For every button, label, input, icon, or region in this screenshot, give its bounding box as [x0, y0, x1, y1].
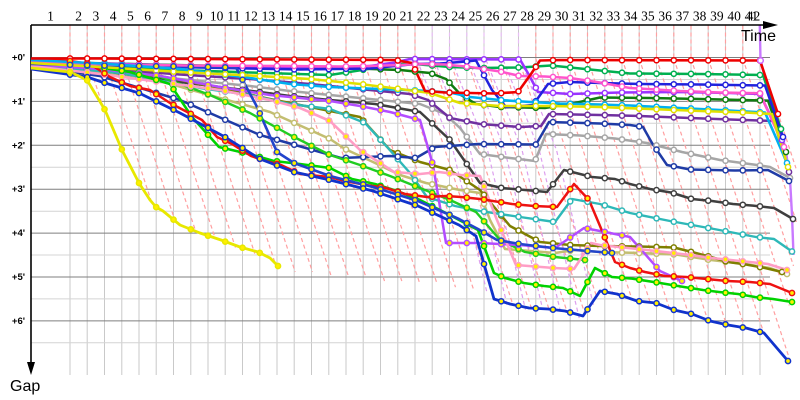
svg-text:+0': +0': [12, 53, 25, 64]
svg-text:26: 26: [486, 9, 500, 24]
svg-text:15: 15: [296, 9, 310, 24]
svg-text:Gap: Gap: [10, 378, 40, 395]
svg-text:11: 11: [227, 9, 240, 24]
svg-text:33: 33: [607, 9, 621, 24]
svg-text:5: 5: [127, 9, 134, 24]
svg-text:+5': +5': [12, 272, 25, 283]
svg-text:41: 41: [745, 9, 759, 24]
svg-text:28: 28: [520, 9, 534, 24]
svg-text:+2': +2': [12, 140, 25, 151]
svg-text:37: 37: [676, 9, 690, 24]
svg-text:34: 34: [624, 9, 638, 24]
svg-text:22: 22: [417, 9, 431, 24]
svg-text:21: 21: [400, 9, 414, 24]
svg-text:19: 19: [365, 9, 379, 24]
svg-text:40: 40: [727, 9, 741, 24]
svg-text:30: 30: [555, 9, 569, 24]
svg-text:1: 1: [47, 9, 54, 24]
svg-text:42: 42: [747, 9, 761, 24]
svg-text:Time: Time: [741, 28, 776, 45]
svg-text:29: 29: [538, 9, 552, 24]
svg-text:9: 9: [196, 9, 203, 24]
svg-text:18: 18: [348, 9, 362, 24]
svg-text:39: 39: [710, 9, 724, 24]
svg-text:+1': +1': [12, 96, 25, 107]
svg-text:4: 4: [110, 9, 117, 24]
svg-text:17: 17: [331, 9, 345, 24]
svg-text:3: 3: [93, 9, 100, 24]
svg-text:2: 2: [75, 9, 82, 24]
svg-text:25: 25: [469, 9, 483, 24]
svg-text:7: 7: [162, 9, 169, 24]
svg-text:6: 6: [144, 9, 151, 24]
svg-text:24: 24: [451, 9, 465, 24]
svg-text:38: 38: [693, 9, 707, 24]
svg-text:14: 14: [279, 9, 293, 24]
svg-text:23: 23: [434, 9, 448, 24]
svg-text:32: 32: [589, 9, 603, 24]
svg-text:13: 13: [262, 9, 276, 24]
svg-text:+3': +3': [12, 184, 25, 195]
svg-text:+4': +4': [12, 228, 25, 239]
svg-text:10: 10: [210, 9, 224, 24]
svg-text:20: 20: [382, 9, 396, 24]
svg-text:16: 16: [313, 9, 327, 24]
svg-text:27: 27: [503, 9, 517, 24]
svg-text:12: 12: [244, 9, 258, 24]
svg-text:8: 8: [179, 9, 186, 24]
svg-text:35: 35: [641, 9, 655, 24]
svg-text:31: 31: [572, 9, 586, 24]
svg-text:36: 36: [658, 9, 672, 24]
svg-text:+6': +6': [12, 316, 25, 327]
